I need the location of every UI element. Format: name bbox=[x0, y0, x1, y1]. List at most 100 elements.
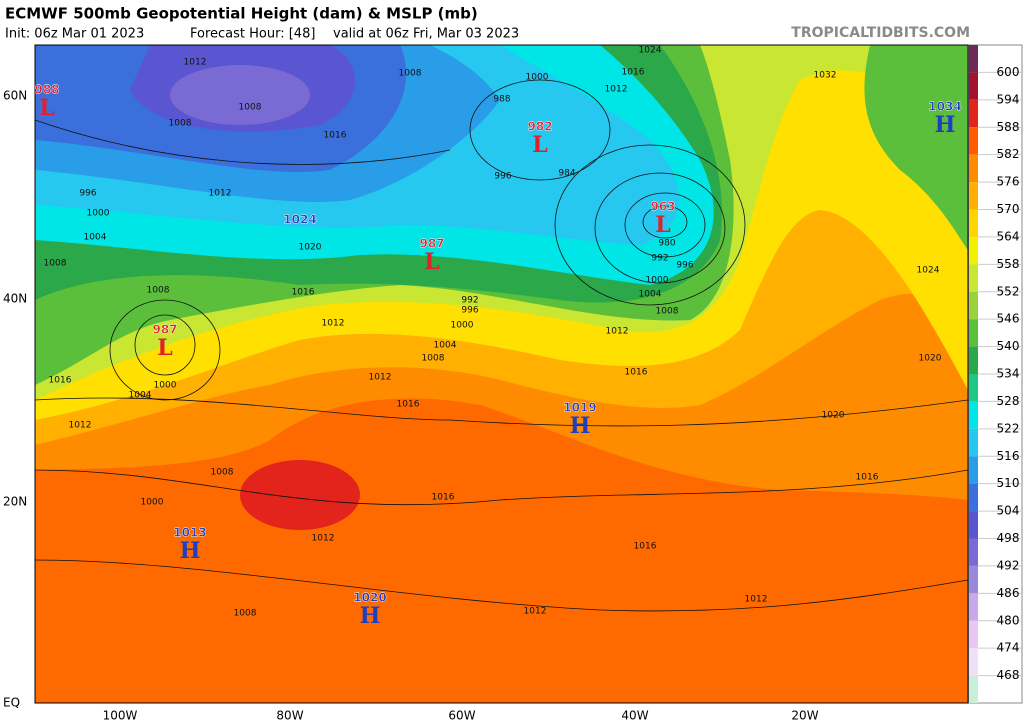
colorbar-label: 528 bbox=[997, 394, 1020, 408]
colorbar-swatch bbox=[969, 346, 978, 374]
colorbar-label: 588 bbox=[997, 120, 1020, 134]
pressure-value: 982 bbox=[527, 120, 552, 134]
colorbar-label: 486 bbox=[997, 586, 1020, 600]
isobar-label: 1032 bbox=[814, 71, 837, 81]
isobar-label: 1016 bbox=[292, 288, 315, 298]
colorbar-label: 498 bbox=[997, 531, 1020, 545]
init-time: Init: 06z Mar 01 2023 bbox=[5, 27, 144, 42]
pressure-value: 963 bbox=[650, 200, 675, 214]
isobar-label: 1008 bbox=[239, 103, 262, 113]
site-name: TROPICALTIDBITS.COM bbox=[791, 25, 970, 41]
colorbar-label: 504 bbox=[997, 504, 1020, 518]
isobar-label: 1008 bbox=[169, 119, 192, 129]
isobar-label: 1012 bbox=[606, 327, 629, 337]
pressure-center-letter: L bbox=[532, 132, 547, 158]
colorbar-swatch bbox=[969, 72, 978, 100]
latitude-label: EQ bbox=[3, 696, 20, 710]
latitude-label: 40N bbox=[3, 292, 27, 306]
colorbar-swatch bbox=[969, 182, 978, 210]
isobar-label: 1024 bbox=[639, 46, 662, 56]
isobar-label: 1016 bbox=[634, 542, 657, 552]
colorbar-swatch bbox=[969, 648, 978, 676]
latitude-label: 60N bbox=[3, 89, 27, 103]
colorbar-swatch bbox=[969, 319, 978, 347]
isobar-label: 1008 bbox=[399, 69, 422, 79]
colorbar-swatch bbox=[969, 209, 978, 237]
isobar-label: 1008 bbox=[211, 468, 234, 478]
isobar-label: 996 bbox=[494, 172, 511, 182]
map-frame bbox=[34, 44, 969, 704]
pressure-value: 988 bbox=[34, 83, 59, 97]
band bbox=[170, 65, 310, 125]
isobar-label: 1008 bbox=[44, 259, 67, 269]
isobar-label: 1020 bbox=[299, 243, 322, 253]
pressure-value: 1024 bbox=[283, 213, 316, 227]
colorbar-swatch bbox=[969, 291, 978, 320]
isobar-label: 1012 bbox=[209, 189, 232, 199]
colorbar-label: 558 bbox=[997, 257, 1020, 271]
longitude-label: 100W bbox=[103, 709, 138, 723]
isobar-label: 1000 bbox=[451, 321, 474, 331]
isobar-label: 1012 bbox=[184, 58, 207, 68]
isobar-label: 1004 bbox=[129, 391, 152, 401]
isobar-label: 1016 bbox=[432, 493, 455, 503]
colorbar-swatch bbox=[969, 127, 978, 155]
pressure-value: 987 bbox=[419, 237, 444, 251]
colorbar-label: 570 bbox=[997, 202, 1020, 216]
isobar-label: 1012 bbox=[524, 607, 547, 617]
isobar-label: 1012 bbox=[312, 534, 335, 544]
isobar-label: 1016 bbox=[625, 368, 648, 378]
pressure-center-letter: L bbox=[655, 212, 670, 238]
isobar-label: 1000 bbox=[646, 276, 669, 286]
isobar-label: 1020 bbox=[822, 411, 845, 421]
colorbar-label: 546 bbox=[997, 312, 1020, 326]
colorbar-swatch bbox=[969, 154, 978, 183]
isobars bbox=[35, 79, 968, 612]
colorbar-label: 534 bbox=[997, 367, 1020, 381]
isobar-label: 1016 bbox=[49, 376, 72, 386]
band bbox=[240, 460, 360, 530]
colorbar-swatch bbox=[969, 99, 978, 128]
pressure-center-letter: L bbox=[424, 249, 439, 275]
latitude-label: 20N bbox=[3, 495, 27, 509]
longitude-label: 20W bbox=[791, 709, 818, 723]
isobar-label: 996 bbox=[461, 306, 478, 316]
isobar-label: 1012 bbox=[322, 319, 345, 329]
isobar-label: 1024 bbox=[917, 266, 940, 276]
isobar-label: 1012 bbox=[369, 373, 392, 383]
isobar-label: 1004 bbox=[434, 341, 457, 351]
longitude-label: 60W bbox=[448, 709, 475, 723]
colorbar-swatch bbox=[969, 264, 978, 292]
colorbar-swatch bbox=[969, 236, 978, 265]
pressure-value: 987 bbox=[152, 323, 177, 337]
colorbar-label: 600 bbox=[997, 65, 1020, 79]
colorbar-swatch bbox=[969, 45, 978, 73]
pressure-center-letter: H bbox=[935, 112, 956, 138]
isobar-label: 984 bbox=[558, 169, 575, 179]
isobar-label: 1000 bbox=[154, 381, 177, 391]
isobar-label: 1020 bbox=[919, 354, 942, 364]
colorbar: 600 594 588 582 576 570 564 558 552 546 540 534 528 5… bbox=[968, 44, 1023, 704]
colorbar-swatch bbox=[969, 456, 978, 484]
isobar-label: 1008 bbox=[656, 307, 679, 317]
isobar-label: 1012 bbox=[605, 85, 628, 95]
isobar-label: 1012 bbox=[69, 421, 92, 431]
isobar-label: 1000 bbox=[526, 73, 549, 83]
colorbar-swatch bbox=[969, 593, 978, 621]
isobar-label: 1004 bbox=[84, 233, 107, 243]
colorbar-label: 480 bbox=[997, 613, 1020, 627]
isobar-label: 1016 bbox=[324, 131, 347, 141]
colorbar-swatch bbox=[969, 538, 978, 566]
map-area bbox=[35, 45, 968, 703]
colorbar-label: 522 bbox=[997, 421, 1020, 435]
isobar-label: 1016 bbox=[856, 473, 879, 483]
isobar-label: 1000 bbox=[141, 498, 164, 508]
pressure-value: 1034 bbox=[928, 100, 961, 114]
colorbar-swatch bbox=[969, 483, 978, 512]
isobar-label: 1008 bbox=[234, 609, 257, 619]
colorbar-label: 474 bbox=[997, 641, 1020, 655]
pressure-value: 1020 bbox=[353, 591, 386, 605]
valid-time: valid at 06z Fri, Mar 03 2023 bbox=[333, 27, 519, 42]
